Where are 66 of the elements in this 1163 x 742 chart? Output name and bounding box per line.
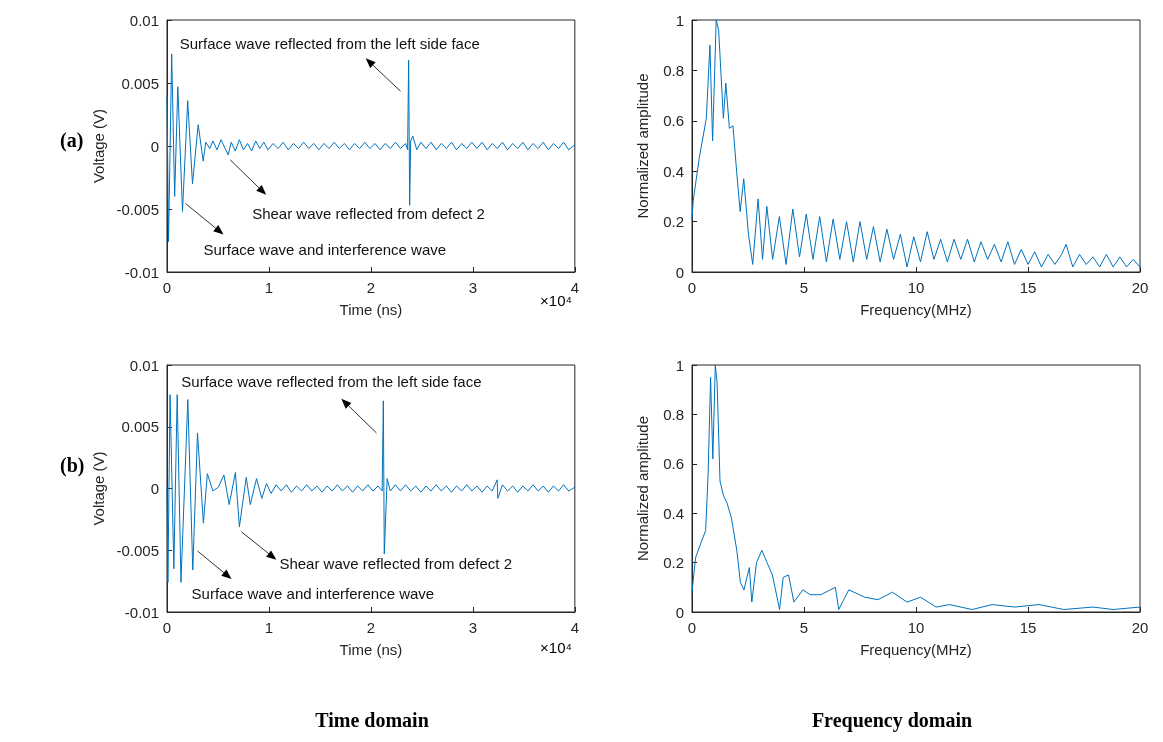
x-tick-label: 4 [570, 279, 579, 296]
y-tick-label: -0.01 [124, 603, 159, 621]
y-tick-label: 0.005 [121, 74, 159, 92]
y-tick-label: 0.8 [663, 61, 684, 79]
y-tick-label: 0.6 [663, 112, 684, 130]
x-tick-label: 3 [468, 279, 478, 296]
y-tick-label: 1 [675, 356, 684, 374]
y-tick-label: 0.8 [663, 405, 684, 423]
x-axis-title: Frequency(MHz) [860, 301, 972, 318]
x-tick-label: 3 [468, 619, 478, 636]
y-tick-label: 0.005 [121, 418, 159, 436]
x-tick-label: 2 [366, 619, 376, 636]
y-tick-label: 1 [675, 11, 684, 29]
y-tick-label: 0.4 [663, 504, 684, 522]
x-tick-label: 0 [162, 619, 172, 636]
line-series [691, 364, 1141, 611]
text: Frequency domain [811, 709, 973, 732]
annotation: Surface wave reflected from the left side face [181, 373, 482, 391]
y-tick-label: 0.01 [129, 356, 159, 374]
y-tick-label: 0.4 [663, 162, 684, 180]
x-tick-label: 0 [162, 279, 172, 296]
y-axis-title: Normalized amplitude [634, 73, 651, 219]
line-series [166, 394, 576, 583]
x-tick-label: 5 [799, 619, 809, 636]
y-axis-title: Voltage (V) [89, 108, 107, 184]
y-tick-label: -0.01 [124, 263, 159, 281]
annotation: Surface wave and interference wave [191, 584, 435, 602]
y-tick-label: 0 [150, 480, 159, 497]
text: ×10⁴ [540, 291, 572, 309]
line-series [691, 19, 1141, 268]
annotation: Shear wave reflected from defect 2 [279, 555, 513, 573]
y-tick-label: 0 [675, 263, 684, 281]
y-tick-label: 0.01 [129, 11, 159, 29]
y-tick-label: 0.2 [663, 213, 684, 231]
y-tick-label: 0.2 [663, 554, 684, 572]
annotation: Surface wave reflected from the left side face [179, 34, 480, 52]
x-axis-title: Frequency(MHz) [860, 641, 972, 658]
x-tick-label: 15 [1019, 279, 1037, 296]
x-tick-label: 10 [907, 279, 925, 296]
y-tick-label: -0.005 [116, 541, 159, 559]
text: Time domain [315, 709, 429, 731]
x-tick-label: 15 [1019, 619, 1037, 636]
x-tick-label: 20 [1131, 619, 1149, 636]
y-axis-title: Normalized amplitude [634, 415, 651, 562]
text: ×10⁴ [540, 638, 572, 656]
y-tick-label: -0.005 [116, 200, 159, 218]
line-series [166, 53, 576, 243]
x-tick-label: 2 [366, 279, 376, 296]
x-tick-label: 0 [687, 279, 697, 296]
x-tick-label: 1 [264, 279, 274, 296]
x-tick-label: 0 [687, 619, 697, 636]
x-axis-title: Time (ns) [339, 641, 403, 658]
x-tick-label: 4 [570, 619, 579, 636]
x-tick-label: 10 [907, 619, 925, 636]
y-axis-title: Voltage (V) [89, 451, 107, 526]
annotation: Shear wave reflected from defect 2 [252, 205, 485, 223]
x-tick-label: 1 [264, 619, 274, 636]
x-tick-label: 20 [1131, 279, 1149, 296]
text: (b) [60, 454, 85, 477]
text: (a) [60, 129, 84, 152]
x-tick-label: 5 [799, 279, 809, 296]
y-tick-label: 0 [675, 603, 684, 621]
y-tick-label: 0.6 [663, 455, 684, 473]
x-axis-title: Time (ns) [339, 301, 403, 318]
y-tick-label: 0 [150, 137, 159, 155]
annotation: Surface wave and interference wave [203, 241, 447, 259]
